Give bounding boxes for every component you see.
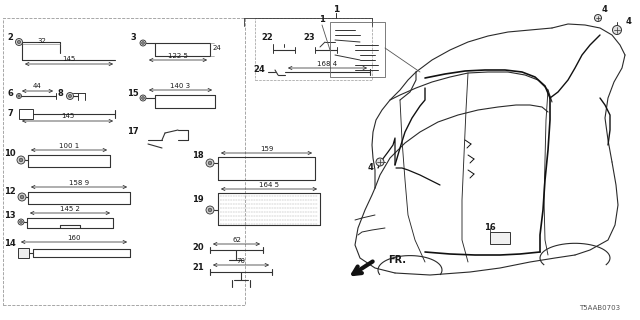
Text: 159: 159	[260, 146, 273, 152]
Text: 10: 10	[4, 149, 16, 158]
Text: 24: 24	[213, 45, 221, 51]
Text: 70: 70	[237, 258, 246, 264]
Text: 15: 15	[127, 89, 139, 98]
Text: 122 5: 122 5	[168, 53, 188, 59]
Circle shape	[17, 93, 22, 99]
Text: 145: 145	[62, 56, 76, 62]
Circle shape	[18, 219, 24, 225]
Text: 158 9: 158 9	[69, 180, 89, 186]
Text: 14: 14	[4, 239, 16, 249]
Text: 18: 18	[192, 151, 204, 161]
Circle shape	[19, 158, 23, 162]
Text: 7: 7	[7, 108, 13, 117]
Circle shape	[206, 159, 214, 167]
Circle shape	[18, 193, 26, 201]
Text: 145: 145	[61, 113, 74, 119]
Text: 13: 13	[4, 212, 16, 220]
Circle shape	[141, 42, 145, 44]
Circle shape	[17, 40, 20, 44]
Text: 44: 44	[33, 83, 42, 89]
Bar	[490, 232, 510, 244]
Text: 1: 1	[333, 4, 339, 13]
Bar	[255, 18, 372, 80]
Text: 23: 23	[303, 34, 315, 43]
Circle shape	[17, 156, 25, 164]
Text: 8: 8	[57, 89, 63, 98]
Bar	[330, 22, 385, 77]
Text: 6: 6	[7, 89, 13, 98]
Text: 4: 4	[367, 164, 373, 172]
Circle shape	[68, 94, 72, 98]
Text: 164 5: 164 5	[259, 182, 279, 188]
Text: 17: 17	[127, 126, 139, 135]
Text: 100 1: 100 1	[59, 143, 79, 149]
Text: 16: 16	[484, 223, 496, 233]
Text: 3: 3	[130, 33, 136, 42]
Circle shape	[20, 221, 22, 223]
Circle shape	[206, 206, 214, 214]
Circle shape	[612, 26, 621, 35]
Bar	[3, 18, 245, 305]
Circle shape	[140, 95, 146, 101]
Circle shape	[18, 95, 20, 97]
Text: 160: 160	[67, 235, 81, 241]
Bar	[18, 248, 29, 258]
Circle shape	[15, 38, 22, 45]
Circle shape	[208, 161, 212, 165]
Circle shape	[595, 14, 602, 21]
Text: 21: 21	[192, 263, 204, 273]
Text: 20: 20	[192, 243, 204, 252]
Text: 4: 4	[602, 5, 608, 14]
Text: 62: 62	[232, 237, 241, 243]
Circle shape	[208, 208, 212, 212]
Text: 24: 24	[253, 66, 265, 75]
Text: 32: 32	[38, 38, 47, 44]
Text: 1: 1	[319, 15, 325, 25]
Circle shape	[67, 92, 74, 100]
Text: 2: 2	[7, 33, 13, 42]
Text: 4: 4	[625, 18, 631, 27]
Circle shape	[20, 195, 24, 199]
Text: 140 3: 140 3	[170, 83, 191, 89]
Text: 22: 22	[261, 34, 273, 43]
Text: 12: 12	[4, 187, 16, 196]
Text: T5AAB0703: T5AAB0703	[579, 305, 621, 311]
Circle shape	[140, 40, 146, 46]
Bar	[19, 109, 33, 119]
Text: FR.: FR.	[388, 255, 406, 265]
Text: 19: 19	[192, 196, 204, 204]
Circle shape	[141, 97, 145, 99]
Text: 168 4: 168 4	[317, 61, 337, 67]
Circle shape	[376, 158, 384, 166]
Text: 145 2: 145 2	[60, 206, 80, 212]
